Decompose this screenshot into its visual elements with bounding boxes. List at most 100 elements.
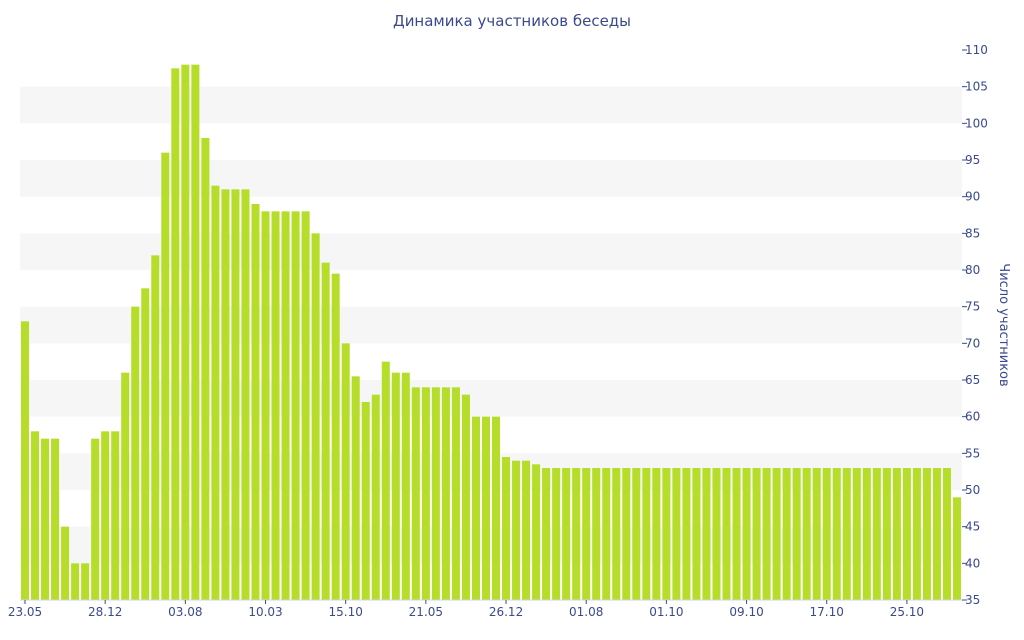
bar <box>912 468 921 600</box>
bar <box>131 306 140 600</box>
bar <box>371 394 380 600</box>
bar <box>221 189 230 601</box>
bar <box>341 343 350 600</box>
bar <box>512 460 521 600</box>
bar <box>592 468 601 600</box>
x-tick-label: 15.10 <box>329 605 363 619</box>
bar <box>532 464 541 600</box>
bar <box>51 438 60 600</box>
chart-title: Динамика участников беседы <box>392 12 632 30</box>
x-tick-label: 28.12 <box>88 605 122 619</box>
bar <box>892 468 901 600</box>
y-tick-label: 105 <box>965 80 988 94</box>
bar <box>361 402 370 600</box>
bar <box>191 64 200 600</box>
bar <box>271 211 280 601</box>
bar <box>31 431 40 600</box>
bar <box>101 431 110 600</box>
bar <box>622 468 631 600</box>
bar <box>421 387 430 600</box>
bar <box>712 468 721 600</box>
y-tick-label: 110 <box>965 43 988 57</box>
bar <box>151 255 160 601</box>
bar <box>732 468 741 600</box>
x-tick-label: 01.10 <box>649 605 683 619</box>
bar <box>692 468 701 600</box>
bar <box>662 468 671 600</box>
bar <box>832 468 841 600</box>
bar <box>952 497 961 600</box>
y-tick-label: 65 <box>965 373 980 387</box>
bar <box>41 438 50 600</box>
x-tick-label: 25.10 <box>890 605 924 619</box>
bar <box>652 468 661 600</box>
bar <box>932 468 941 600</box>
bar <box>632 468 641 600</box>
bar <box>602 468 611 600</box>
bar <box>311 233 320 601</box>
x-tick-label: 10.03 <box>248 605 282 619</box>
x-axis-ticks: 23.05 28.12 03.08 10.03 15.10 21.05 26.12 01.08… <box>8 600 924 619</box>
y-tick-label: 75 <box>965 300 980 314</box>
bar <box>81 563 90 600</box>
x-tick-label: 01.08 <box>569 605 603 619</box>
bar <box>522 460 531 600</box>
bar <box>842 468 851 600</box>
bar <box>942 468 951 600</box>
bar <box>922 468 931 600</box>
y-tick-label: 95 <box>965 153 980 167</box>
bar <box>471 416 480 600</box>
y-tick-label: 90 <box>965 190 980 204</box>
bar <box>441 387 450 600</box>
bar <box>762 468 771 600</box>
x-tick-label: 21.05 <box>409 605 443 619</box>
bar <box>792 468 801 600</box>
bar <box>752 468 761 600</box>
x-tick-label: 26.12 <box>489 605 523 619</box>
bar <box>351 376 360 600</box>
bar <box>281 211 290 601</box>
bar <box>411 387 420 600</box>
bar <box>572 468 581 600</box>
grid-band <box>20 86 962 124</box>
bar <box>612 468 621 600</box>
x-tick-label: 23.05 <box>8 605 42 619</box>
y-axis-ticks: 35 40 45 50 55 60 65 70 75 80 85 90 95 100 105 110 <box>962 43 988 607</box>
bar <box>582 468 591 600</box>
y-tick-label: 70 <box>965 336 980 350</box>
bar <box>261 211 270 601</box>
bar <box>722 468 731 600</box>
bar <box>121 372 130 600</box>
bar <box>291 211 300 601</box>
bar <box>772 468 781 600</box>
bar <box>401 372 410 600</box>
bar <box>642 468 651 600</box>
bar <box>21 321 30 600</box>
bar <box>161 152 170 600</box>
bar <box>552 468 561 600</box>
y-axis-label: Число участников <box>996 263 1011 386</box>
bars <box>21 64 961 601</box>
bar <box>201 138 210 600</box>
bar <box>502 457 511 600</box>
bar <box>742 468 751 600</box>
bar <box>492 416 501 600</box>
bar <box>171 68 180 601</box>
bar <box>431 387 440 600</box>
y-tick-label: 60 <box>965 410 980 424</box>
bar <box>211 185 220 600</box>
y-tick-label: 50 <box>965 483 980 497</box>
bar <box>71 563 80 600</box>
bar <box>672 468 681 600</box>
x-tick-label: 09.10 <box>729 605 763 619</box>
bar <box>542 468 551 600</box>
bar <box>301 211 310 601</box>
bar <box>461 394 470 600</box>
y-tick-label: 45 <box>965 520 980 534</box>
bar <box>381 361 390 600</box>
bar <box>872 468 881 600</box>
bar <box>241 189 250 601</box>
y-tick-label: 40 <box>965 556 980 570</box>
bar <box>391 372 400 600</box>
